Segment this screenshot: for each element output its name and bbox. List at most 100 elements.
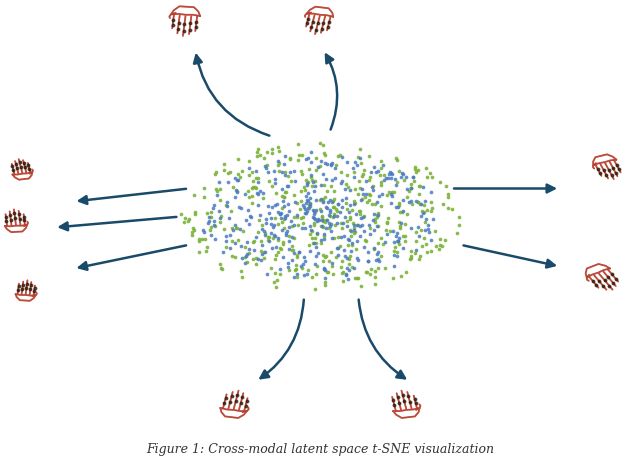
Point — [333, 233, 343, 240]
Point — [364, 196, 374, 203]
Point — [230, 221, 241, 228]
Point — [250, 184, 260, 192]
Point — [273, 208, 283, 215]
Point — [373, 223, 383, 230]
Point — [356, 172, 367, 180]
Point — [301, 209, 311, 217]
Point — [209, 217, 220, 225]
Point — [258, 189, 268, 197]
Point — [257, 225, 268, 232]
Point — [377, 191, 387, 198]
Point — [310, 240, 321, 247]
Point — [269, 278, 279, 285]
Point — [317, 197, 328, 204]
Point — [349, 200, 359, 207]
Point — [421, 215, 431, 223]
Point — [417, 242, 427, 249]
Point — [309, 210, 319, 218]
Point — [333, 251, 343, 259]
Point — [233, 177, 243, 184]
Point — [209, 171, 220, 178]
Point — [285, 168, 295, 175]
Point — [294, 248, 305, 256]
Point — [270, 214, 280, 222]
Point — [355, 223, 365, 230]
Point — [373, 264, 383, 271]
Point — [230, 194, 241, 201]
Point — [298, 253, 308, 260]
Point — [369, 210, 379, 218]
Point — [282, 263, 292, 271]
Point — [292, 213, 303, 220]
Point — [344, 260, 354, 268]
Point — [270, 179, 280, 187]
Point — [217, 266, 227, 273]
Point — [303, 179, 314, 186]
Point — [277, 219, 287, 226]
Point — [238, 227, 248, 235]
Point — [315, 205, 325, 213]
Point — [285, 154, 295, 162]
Point — [319, 230, 329, 238]
Point — [234, 173, 244, 180]
Point — [331, 254, 341, 261]
Point — [352, 161, 362, 169]
Point — [398, 244, 408, 252]
Point — [355, 210, 365, 217]
Point — [244, 249, 254, 257]
Point — [372, 222, 382, 229]
Point — [294, 249, 305, 256]
Point — [390, 203, 401, 210]
Point — [292, 253, 302, 260]
Point — [221, 232, 231, 240]
Point — [362, 248, 372, 255]
Point — [311, 155, 321, 162]
Point — [372, 250, 383, 257]
Point — [382, 218, 392, 225]
Point — [298, 201, 308, 209]
Point — [280, 189, 291, 196]
Point — [321, 225, 331, 232]
Point — [353, 221, 364, 228]
Point — [365, 174, 375, 181]
Point — [369, 268, 380, 275]
Point — [408, 178, 419, 185]
Point — [225, 168, 235, 176]
Point — [349, 173, 360, 181]
Point — [230, 254, 240, 261]
Point — [352, 221, 362, 228]
Point — [253, 190, 263, 197]
Point — [235, 225, 245, 232]
Point — [319, 149, 329, 156]
Point — [321, 216, 331, 223]
Point — [284, 260, 294, 267]
Point — [371, 198, 381, 206]
Point — [284, 207, 294, 214]
Point — [324, 207, 335, 214]
Point — [308, 239, 319, 247]
Point — [337, 197, 348, 204]
Point — [301, 155, 312, 163]
Point — [319, 265, 330, 272]
Point — [416, 200, 426, 207]
Point — [422, 226, 433, 233]
Point — [376, 235, 386, 242]
Point — [376, 253, 386, 260]
Point — [422, 207, 432, 214]
Point — [345, 201, 355, 209]
Point — [388, 275, 398, 282]
Point — [353, 274, 363, 282]
Point — [317, 257, 328, 265]
Point — [443, 193, 453, 201]
Point — [280, 188, 291, 195]
Point — [292, 251, 302, 258]
Point — [300, 205, 310, 213]
Point — [349, 226, 360, 234]
Point — [312, 217, 322, 225]
Point — [248, 183, 258, 191]
Point — [385, 169, 396, 177]
Point — [251, 233, 261, 241]
Point — [443, 204, 453, 212]
Point — [395, 225, 405, 232]
Point — [302, 182, 312, 189]
